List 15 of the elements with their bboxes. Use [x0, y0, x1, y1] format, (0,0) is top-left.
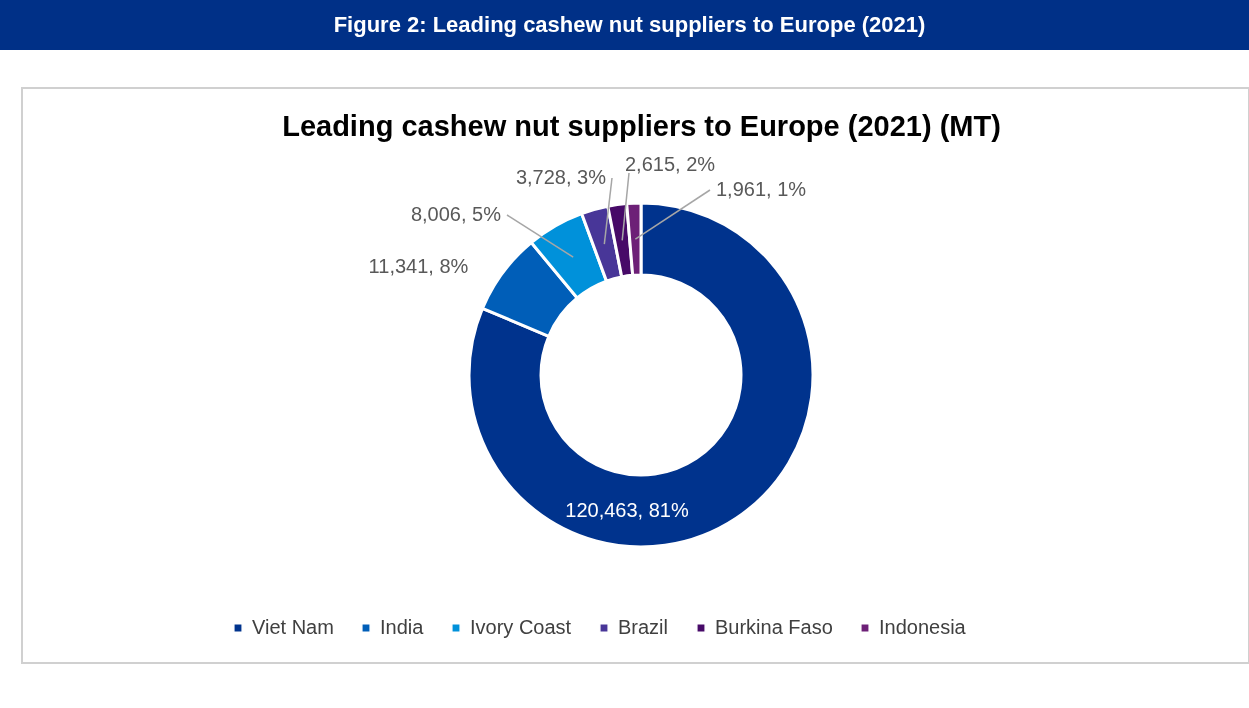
legend-label: Burkina Faso — [715, 616, 833, 638]
data-label: 3,728, 3% — [515, 166, 607, 188]
legend-label: Indonesia — [879, 616, 967, 638]
data-label: 11,341, 8% — [368, 254, 469, 277]
data-label: 1,961, 1% — [716, 178, 807, 200]
data-label: 8,006, 5% — [410, 203, 502, 225]
data-label: 120,463, 81% — [565, 499, 689, 521]
legend-label: India — [380, 616, 425, 638]
legend-label: Ivory Coast — [470, 616, 572, 638]
chart-title: Figure 2: Leading cashew nut suppliers to Europe (2021) — [333, 12, 926, 37]
chart-subtitle: Leading cashew nut suppliers to Europe (2021) (MT) — [282, 110, 1001, 142]
donut-slice — [467, 201, 815, 549]
legend-label: Brazil — [618, 616, 669, 638]
data-label: 2,615, 2% — [625, 153, 716, 175]
legend-label: Viet Nam — [252, 616, 334, 638]
